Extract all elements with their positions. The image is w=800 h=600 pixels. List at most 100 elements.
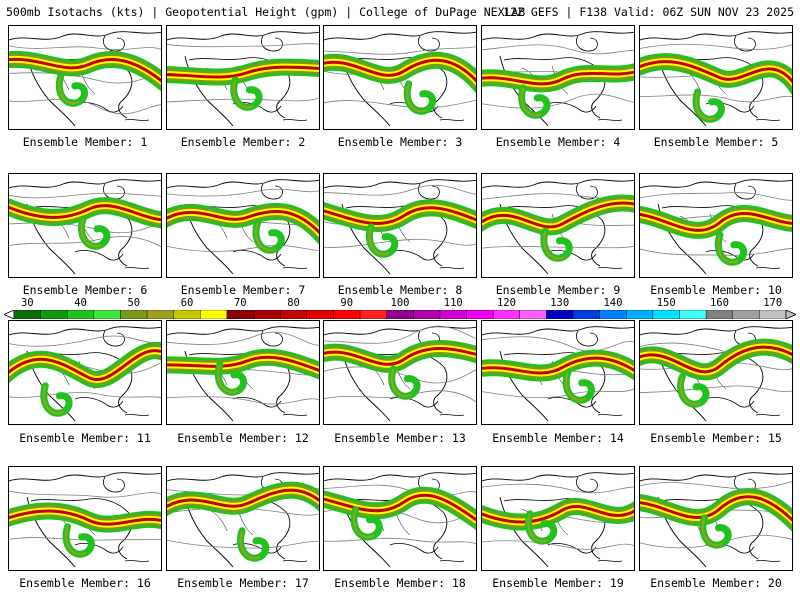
colorbar-bin bbox=[679, 310, 707, 319]
caribbean-islands-line bbox=[755, 414, 781, 416]
west-coast-line bbox=[499, 496, 549, 568]
isotach-band bbox=[368, 226, 390, 256]
caribbean-islands-line bbox=[282, 267, 308, 269]
member-map bbox=[482, 179, 634, 275]
member-map bbox=[482, 326, 634, 422]
member-label: Ensemble Member: 9 bbox=[495, 283, 621, 297]
arctic-coast-line bbox=[167, 326, 319, 336]
isotach-band bbox=[167, 209, 319, 235]
isotach-band bbox=[565, 372, 587, 402]
ensemble-panel bbox=[639, 320, 793, 425]
height-contour-line bbox=[9, 335, 161, 347]
caribbean-islands-line bbox=[755, 267, 781, 269]
isotach-bands bbox=[167, 58, 319, 111]
height-contour-line bbox=[9, 537, 161, 541]
caribbean-islands-line bbox=[124, 560, 150, 562]
hudson-bay-line bbox=[576, 330, 598, 347]
hudson-bay-line bbox=[261, 183, 283, 200]
height-contour-line bbox=[324, 537, 476, 545]
height-contour-line bbox=[167, 43, 319, 48]
arctic-coast-line bbox=[324, 179, 476, 189]
gulf-coast-line bbox=[389, 397, 439, 408]
ensemble-panel bbox=[323, 25, 477, 130]
member-label: Ensemble Member: 7 bbox=[180, 283, 306, 297]
ensemble-panel bbox=[481, 320, 635, 425]
isotach-band bbox=[324, 347, 476, 366]
hudson-bay-line bbox=[576, 35, 598, 52]
ensemble-panel bbox=[8, 466, 162, 571]
caribbean-islands-line bbox=[597, 560, 623, 562]
colorbar-bin bbox=[599, 310, 627, 319]
east-coast-line bbox=[433, 219, 448, 267]
member-label: Ensemble Member: 1 bbox=[22, 135, 148, 149]
isotach-band bbox=[167, 65, 319, 79]
colorbar-bin bbox=[439, 310, 467, 319]
height-contour-line bbox=[640, 248, 792, 256]
colorbar-bin bbox=[226, 310, 254, 319]
member-label: Ensemble Member: 6 bbox=[22, 283, 148, 297]
height-contour-line bbox=[482, 93, 634, 109]
isotach-band bbox=[482, 70, 634, 86]
colorbar-bin bbox=[652, 310, 680, 319]
colorbar-bin bbox=[200, 310, 228, 319]
colorbar-bin bbox=[413, 310, 441, 319]
member-map bbox=[640, 179, 792, 275]
colorbar-tick-label: 120 bbox=[496, 297, 516, 309]
map-title: 500mb Isotachs (kts) | Geopotential Heig… bbox=[6, 5, 526, 19]
isotach-band bbox=[482, 201, 634, 229]
height-contour-line bbox=[482, 44, 634, 55]
ensemble-panel bbox=[8, 25, 162, 130]
isotach-band bbox=[9, 349, 161, 382]
ensemble-panel bbox=[166, 173, 320, 278]
isotach-band bbox=[679, 376, 701, 406]
isotach-band bbox=[640, 60, 792, 84]
colorbar-bin bbox=[93, 310, 121, 319]
colorbar-right-arrow bbox=[785, 310, 796, 319]
member-label: Ensemble Member: 18 bbox=[334, 576, 466, 590]
ensemble-panel bbox=[166, 320, 320, 425]
caribbean-islands-line bbox=[597, 267, 623, 269]
arctic-coast-line bbox=[640, 326, 792, 336]
hudson-bay-line bbox=[261, 35, 283, 52]
member-map bbox=[167, 472, 319, 568]
colorbar-tick-label: 160 bbox=[709, 297, 729, 309]
colorbar-bin bbox=[759, 310, 787, 319]
east-coast-line bbox=[433, 71, 448, 119]
east-coast-line bbox=[276, 366, 291, 414]
ensemble-panel bbox=[166, 25, 320, 130]
east-coast-line bbox=[749, 366, 764, 414]
member-label: Ensemble Member: 2 bbox=[180, 135, 306, 149]
arctic-coast-line bbox=[324, 31, 476, 41]
height-contour-line bbox=[482, 388, 634, 399]
gulf-coast-line bbox=[547, 543, 597, 554]
member-label: Ensemble Member: 4 bbox=[495, 135, 621, 149]
ensemble-panel bbox=[323, 173, 477, 278]
colorbar-bin bbox=[386, 310, 414, 319]
height-contour-line bbox=[482, 483, 634, 494]
height-contour-line bbox=[640, 94, 792, 103]
caribbean-islands-line bbox=[755, 560, 781, 562]
caribbean-islands-line bbox=[282, 119, 308, 121]
isotach-band bbox=[324, 493, 476, 522]
member-label: Ensemble Member: 14 bbox=[492, 431, 624, 445]
isotach-band bbox=[406, 83, 428, 113]
ensemble-panel bbox=[8, 320, 162, 425]
isotach-bands bbox=[9, 502, 161, 558]
colorbar-bin bbox=[280, 310, 308, 319]
member-label: Ensemble Member: 13 bbox=[334, 431, 466, 445]
colorbar-tick-label: 50 bbox=[127, 297, 141, 309]
arctic-coast-line bbox=[640, 472, 792, 482]
member-map bbox=[482, 472, 634, 568]
isotach-band bbox=[42, 385, 64, 415]
isotach-band bbox=[353, 509, 374, 539]
member-map bbox=[324, 325, 476, 422]
isotach-band bbox=[9, 204, 161, 222]
member-map bbox=[9, 472, 161, 568]
hudson-bay-line bbox=[103, 330, 125, 347]
gulf-coast-line bbox=[705, 397, 755, 408]
caribbean-islands-line bbox=[282, 414, 308, 416]
hudson-bay-line bbox=[734, 35, 756, 52]
hudson-bay-line bbox=[418, 35, 440, 52]
hudson-bay-line bbox=[418, 183, 440, 200]
member-label: Ensemble Member: 20 bbox=[650, 576, 782, 590]
